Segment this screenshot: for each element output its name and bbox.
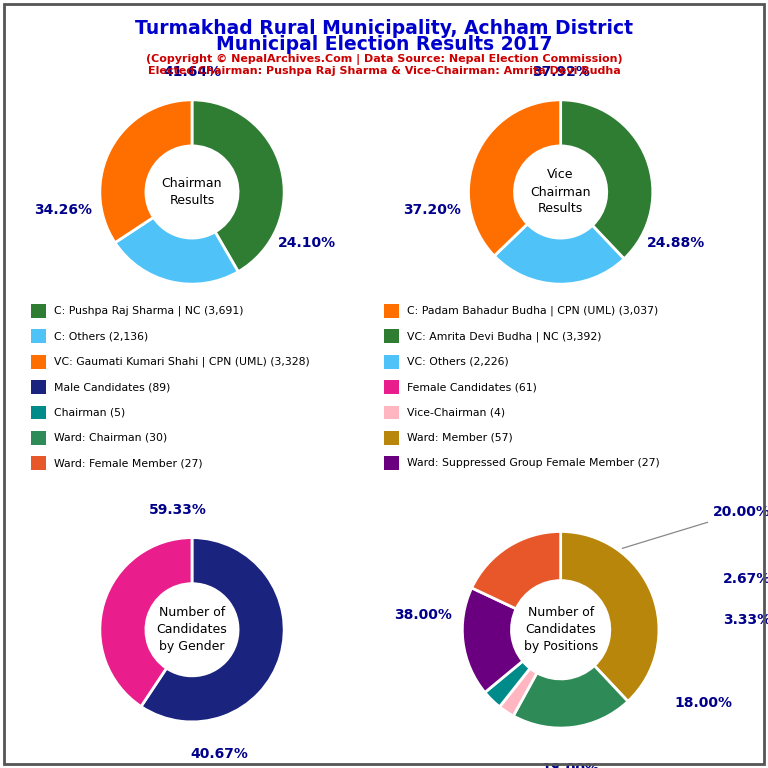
Text: 34.26%: 34.26% <box>34 204 92 217</box>
Text: C: Padam Bahadur Budha | CPN (UML) (3,037): C: Padam Bahadur Budha | CPN (UML) (3,03… <box>407 306 658 316</box>
Text: VC: Gaumati Kumari Shahi | CPN (UML) (3,328): VC: Gaumati Kumari Shahi | CPN (UML) (3,… <box>54 356 310 367</box>
Text: 18.00%: 18.00% <box>541 763 600 768</box>
Text: Vice
Chairman
Results: Vice Chairman Results <box>531 168 591 216</box>
Wedge shape <box>561 100 653 259</box>
Text: Municipal Election Results 2017: Municipal Election Results 2017 <box>216 35 552 54</box>
Text: (Copyright © NepalArchives.Com | Data Source: Nepal Election Commission): (Copyright © NepalArchives.Com | Data So… <box>146 54 622 65</box>
Wedge shape <box>561 531 659 701</box>
Text: 37.20%: 37.20% <box>402 204 461 217</box>
Wedge shape <box>141 538 284 722</box>
Wedge shape <box>192 100 284 272</box>
Text: VC: Amrita Devi Budha | NC (3,392): VC: Amrita Devi Budha | NC (3,392) <box>407 331 601 342</box>
Text: 37.92%: 37.92% <box>531 65 590 79</box>
Text: Vice-Chairman (4): Vice-Chairman (4) <box>407 407 505 418</box>
Text: 20.00%: 20.00% <box>622 505 768 548</box>
Text: 24.10%: 24.10% <box>278 236 336 250</box>
Text: Female Candidates (61): Female Candidates (61) <box>407 382 537 392</box>
Text: Ward: Member (57): Ward: Member (57) <box>407 432 513 443</box>
Wedge shape <box>495 224 624 284</box>
Text: Number of
Candidates
by Positions: Number of Candidates by Positions <box>524 606 598 654</box>
Wedge shape <box>115 217 238 284</box>
Text: Elected Chairman: Pushpa Raj Sharma & Vice-Chairman: Amrita Devi Budha: Elected Chairman: Pushpa Raj Sharma & Vi… <box>147 66 621 76</box>
Text: 38.00%: 38.00% <box>394 608 452 622</box>
Wedge shape <box>468 100 561 256</box>
Text: 18.00%: 18.00% <box>674 697 732 710</box>
Text: C: Pushpa Raj Sharma | NC (3,691): C: Pushpa Raj Sharma | NC (3,691) <box>54 306 243 316</box>
Wedge shape <box>100 100 192 243</box>
Wedge shape <box>462 588 523 693</box>
Text: Ward: Female Member (27): Ward: Female Member (27) <box>54 458 203 468</box>
Text: Male Candidates (89): Male Candidates (89) <box>54 382 170 392</box>
Text: Chairman
Results: Chairman Results <box>162 177 222 207</box>
Text: Number of
Candidates
by Gender: Number of Candidates by Gender <box>157 606 227 654</box>
Text: Turmakhad Rural Municipality, Achham District: Turmakhad Rural Municipality, Achham Dis… <box>135 19 633 38</box>
Text: 24.88%: 24.88% <box>647 236 705 250</box>
Wedge shape <box>499 668 537 716</box>
Text: VC: Others (2,226): VC: Others (2,226) <box>407 356 508 367</box>
Text: Ward: Chairman (30): Ward: Chairman (30) <box>54 432 167 443</box>
Text: 3.33%: 3.33% <box>723 613 768 627</box>
Text: 2.67%: 2.67% <box>723 571 768 586</box>
Wedge shape <box>485 661 530 707</box>
Text: 59.33%: 59.33% <box>149 503 207 517</box>
Text: 41.64%: 41.64% <box>163 65 221 79</box>
Wedge shape <box>100 538 192 707</box>
Text: 40.67%: 40.67% <box>190 747 249 761</box>
Text: Ward: Suppressed Group Female Member (27): Ward: Suppressed Group Female Member (27… <box>407 458 660 468</box>
Text: Chairman (5): Chairman (5) <box>54 407 125 418</box>
Wedge shape <box>472 531 561 609</box>
Text: C: Others (2,136): C: Others (2,136) <box>54 331 148 342</box>
Wedge shape <box>513 666 628 728</box>
